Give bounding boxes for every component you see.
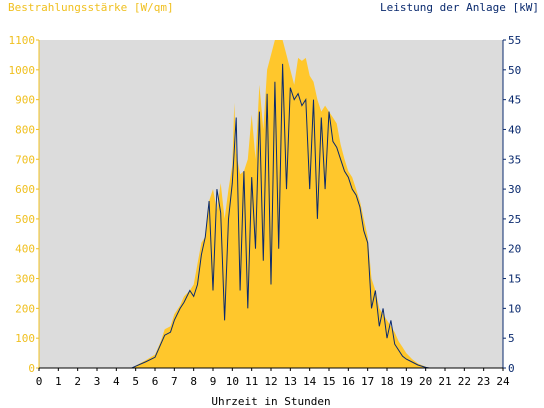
right-tick-label: 50 [508,64,521,77]
left-tick-label: 700 [15,153,35,166]
x-tick-label: 1 [55,375,62,388]
x-tick-labels: 0 1 2 3 4 5 6 7 8 9 10 11 12 13 14 15 16 17 18 19 20 21 22 23 24 [36,368,510,388]
x-tick-label: 21 [438,375,451,388]
right-tick-label: 0 [508,362,515,375]
x-tick-label: 10 [226,375,239,388]
x-tick-label: 5 [132,375,139,388]
x-tick-label: 15 [322,375,335,388]
irradiance-area-series [39,40,503,368]
left-tick-label: 900 [15,94,35,107]
x-tick-label: 17 [361,375,374,388]
x-tick-label: 14 [303,375,317,388]
x-tick-label: 20 [419,375,432,388]
left-tick-label: 1000 [9,64,36,77]
right-tick-label: 55 [508,34,521,47]
left-tick-label: 0 [28,362,35,375]
power-line-series [39,63,503,369]
x-tick-label: 2 [74,375,81,388]
x-tick-label: 7 [171,375,178,388]
right-tick-label: 40 [508,123,521,136]
right-tick-label: 5 [508,332,515,345]
x-tick-label: 24 [496,375,510,388]
right-tick-label: 25 [508,213,521,226]
x-tick-label: 23 [477,375,490,388]
x-tick-label: 13 [284,375,297,388]
left-tick-label: 400 [15,243,35,256]
right-tick-label: 30 [508,183,521,196]
left-tick-label: 300 [15,273,35,286]
right-tick-label: 45 [508,94,521,107]
left-tick-label: 600 [15,183,35,196]
x-tick-label: 6 [152,375,159,388]
x-tick-label: 9 [210,375,217,388]
x-tick-label: 19 [400,375,413,388]
x-tick-label: 12 [264,375,277,388]
x-tick-label: 22 [458,375,471,388]
x-tick-label: 0 [36,375,43,388]
left-tick-label: 100 [15,332,35,345]
left-tick-label: 200 [15,302,35,315]
right-tick-label: 10 [508,302,521,315]
left-axis-title: Bestrahlungsstärke [W/qm] [8,1,174,14]
x-axis-label: Uhrzeit in Stunden [211,395,330,408]
x-tick-label: 3 [94,375,101,388]
left-tick-label: 500 [15,213,35,226]
x-tick-label: 16 [342,375,355,388]
x-tick-label: 8 [190,375,197,388]
x-tick-label: 4 [113,375,120,388]
left-tick-labels: 0 100 200 300 400 500 600 700 800 900 1000 1100 [9,34,39,375]
right-tick-label: 15 [508,273,521,286]
left-tick-label: 800 [15,123,35,136]
right-tick-labels: 0 5 10 15 20 25 30 35 40 45 50 55 [503,34,521,375]
right-tick-label: 35 [508,153,521,166]
right-tick-label: 20 [508,243,521,256]
x-tick-label: 11 [245,375,258,388]
x-tick-label: 18 [380,375,393,388]
left-tick-label: 1100 [9,34,36,47]
right-axis-title: Leistung der Anlage [kW] [380,1,539,14]
